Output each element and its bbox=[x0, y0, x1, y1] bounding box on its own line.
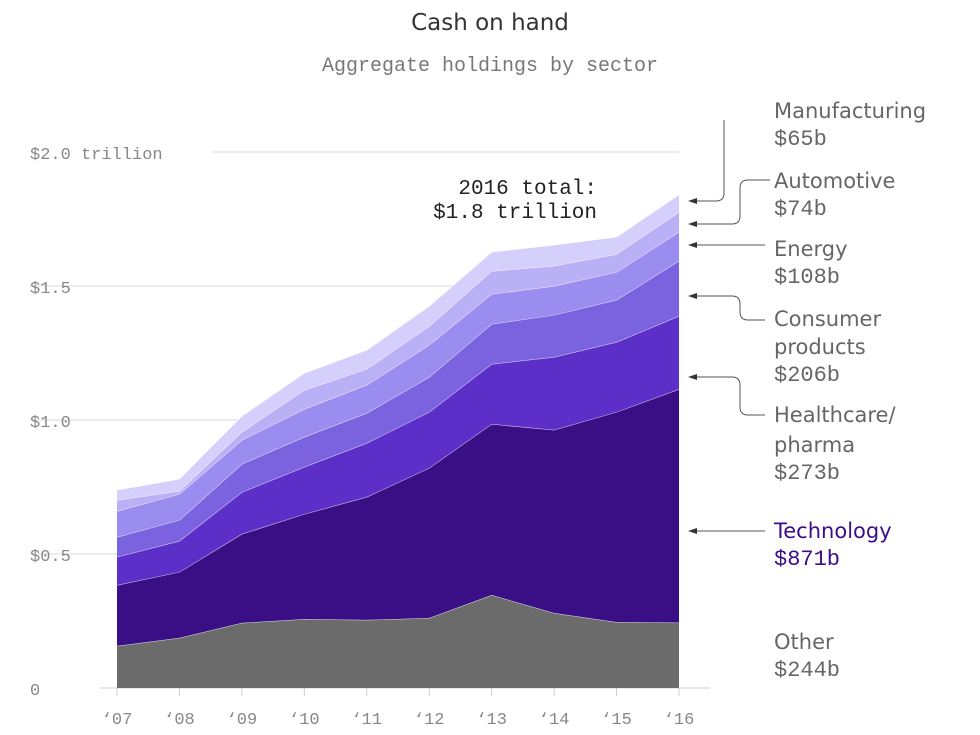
legend-label-value: $108b bbox=[774, 265, 840, 290]
x-tick-label: ‘11 bbox=[351, 711, 382, 730]
legend-label-name: Healthcare/ bbox=[774, 403, 896, 427]
area-technology bbox=[117, 389, 679, 646]
legend-label-name: pharma bbox=[774, 433, 855, 457]
area-manufacturing bbox=[117, 194, 679, 501]
area-other bbox=[117, 595, 679, 688]
leader-line bbox=[690, 179, 770, 225]
arrow-icon bbox=[688, 198, 697, 204]
area-automotive bbox=[117, 212, 679, 512]
arrow-icon bbox=[688, 374, 697, 380]
legend-label-name: Technology bbox=[773, 519, 892, 543]
legend-label-value: $74b bbox=[774, 197, 827, 222]
legend-label-name: products bbox=[774, 335, 866, 359]
arrow-icon bbox=[688, 221, 697, 227]
area-edge bbox=[116, 194, 680, 491]
area-energy bbox=[117, 231, 679, 538]
legend-label-value: $65b bbox=[774, 127, 827, 152]
y-tick-label: $0.5 bbox=[30, 548, 71, 567]
area-consumer-products bbox=[117, 260, 679, 557]
x-tick-label: ‘13 bbox=[476, 711, 507, 730]
arrow-icon bbox=[688, 242, 697, 248]
x-tick-label: ‘12 bbox=[414, 711, 445, 730]
legend-label-value: $244b bbox=[774, 658, 840, 683]
leader-line bbox=[690, 120, 725, 202]
total-annotation-line1: 2016 total: bbox=[458, 178, 597, 201]
y-tick-label: $2.0 trillion bbox=[30, 146, 163, 165]
y-tick-label: $1.0 bbox=[30, 414, 71, 433]
y-tick-label: $1.5 bbox=[30, 280, 71, 299]
arrow-icon bbox=[688, 293, 697, 299]
legend-label-name: Manufacturing bbox=[774, 99, 926, 123]
legend-label-value: $871b bbox=[774, 547, 840, 572]
x-tick-label: ‘08 bbox=[164, 711, 195, 730]
chart-title: Cash on hand bbox=[411, 10, 569, 36]
x-tick-label: ‘15 bbox=[601, 711, 632, 730]
x-tick-label: ‘16 bbox=[664, 711, 695, 730]
arrow-icon bbox=[688, 528, 697, 534]
leader-line bbox=[690, 295, 765, 321]
chart-subtitle: Aggregate holdings by sector bbox=[322, 55, 658, 78]
x-tick-label: ‘07 bbox=[102, 711, 133, 730]
x-tick-label: ‘09 bbox=[227, 711, 258, 730]
x-tick-label: ‘14 bbox=[539, 711, 570, 730]
leader-line bbox=[690, 376, 765, 416]
legend-label-name: Other bbox=[774, 630, 834, 654]
total-annotation-line2: $1.8 trillion bbox=[433, 202, 597, 225]
legend-label-value: $206b bbox=[774, 363, 840, 388]
area-healthcare-pharma bbox=[117, 316, 679, 586]
x-tick-label: ‘10 bbox=[289, 711, 320, 730]
y-tick-label: 0 bbox=[30, 682, 40, 701]
legend-label-name: Energy bbox=[774, 237, 848, 261]
legend-label-name: Automotive bbox=[774, 169, 895, 193]
legend-label-value: $273b bbox=[774, 461, 840, 486]
legend-label-name: Consumer bbox=[774, 307, 881, 331]
